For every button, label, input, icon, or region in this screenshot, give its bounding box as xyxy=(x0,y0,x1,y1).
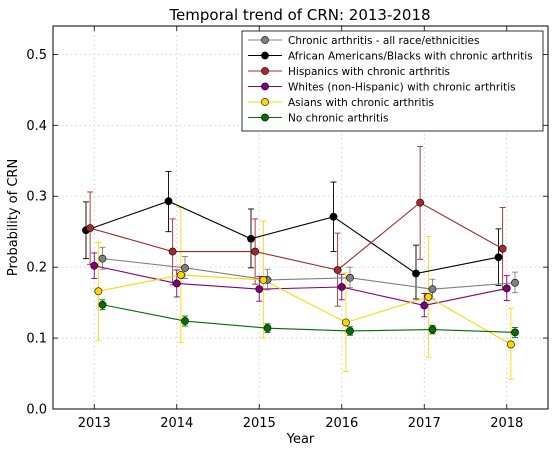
legend-entry: Hispanics with chronic arthritis xyxy=(288,66,450,78)
data-point xyxy=(247,234,255,243)
y-tick-label: 0.0 xyxy=(26,403,47,418)
legend-marker xyxy=(261,98,269,106)
data-point xyxy=(346,273,354,282)
legend-marker xyxy=(261,113,269,122)
data-point xyxy=(494,253,503,262)
data-point xyxy=(412,269,420,278)
chart-title: Temporal trend of CRN: 2013-2018 xyxy=(168,6,430,24)
data-point xyxy=(255,285,264,294)
x-tick-label: 2015 xyxy=(243,416,276,431)
data-point xyxy=(164,197,173,206)
data-point xyxy=(98,254,107,263)
series-line xyxy=(85,200,499,275)
legend-entry: Whites (non-Hispanic) with chronic arthr… xyxy=(288,82,516,94)
data-point xyxy=(98,300,107,309)
data-point xyxy=(341,318,350,327)
axis-ticks: 2013 2014 2015 2016 2017 2018 0.0 0.1 0.2 0.3 0.4 0… xyxy=(26,26,548,431)
data-point xyxy=(416,198,425,207)
data-point xyxy=(333,266,342,274)
legend-marker xyxy=(261,36,269,44)
data-point xyxy=(337,283,346,291)
legend-marker xyxy=(261,51,269,60)
legend-entry: African Americans/Blacks with chronic ar… xyxy=(288,51,533,63)
y-tick-label: 0.2 xyxy=(26,261,47,276)
data-point xyxy=(181,263,189,272)
legend-marker xyxy=(261,67,269,75)
y-tick-label: 0.4 xyxy=(26,119,47,134)
legend: Chronic arthritis - all race/ethnicities… xyxy=(241,30,544,132)
legend-entry: No chronic arthritis xyxy=(288,113,389,125)
data-point xyxy=(172,279,181,288)
series-line xyxy=(102,258,516,290)
data-point xyxy=(506,340,515,349)
data-point xyxy=(176,271,185,279)
x-tick-label: 2014 xyxy=(160,416,193,431)
data-point xyxy=(511,278,519,287)
x-tick-label: 2016 xyxy=(325,416,358,431)
x-tick-label: 2017 xyxy=(408,416,441,431)
plot-frame xyxy=(52,25,549,410)
data-points xyxy=(82,197,519,349)
x-tick-label: 2013 xyxy=(78,416,111,431)
data-point xyxy=(251,247,260,256)
series-line xyxy=(98,274,512,345)
data-point xyxy=(511,328,519,337)
series-line xyxy=(89,201,503,271)
legend-marker xyxy=(261,82,269,91)
series-lines xyxy=(85,200,516,345)
data-point xyxy=(86,224,95,233)
legend-entry: Chronic arthritis - all race/ethnicities xyxy=(288,35,480,47)
data-point xyxy=(498,244,507,253)
series-line xyxy=(102,304,516,333)
data-point xyxy=(502,284,511,293)
data-point xyxy=(90,261,99,270)
legend-box xyxy=(241,30,544,132)
data-point xyxy=(259,276,268,284)
y-axis-label: Probability of CRN xyxy=(6,159,21,276)
data-point xyxy=(428,285,437,294)
data-point xyxy=(181,317,189,325)
data-point xyxy=(420,301,429,310)
y-tick-label: 0.5 xyxy=(26,48,47,63)
data-point xyxy=(94,287,103,296)
data-point xyxy=(428,325,437,334)
y-tick-label: 0.1 xyxy=(26,332,47,347)
data-point xyxy=(168,247,177,256)
data-point xyxy=(424,293,433,301)
x-tick-label: 2018 xyxy=(490,416,523,431)
legend-entry: Asians with chronic arthritis xyxy=(288,97,434,109)
data-point xyxy=(346,327,354,335)
x-axis-label: Year xyxy=(286,432,315,447)
data-point xyxy=(329,212,338,221)
data-point xyxy=(263,324,272,333)
y-tick-label: 0.3 xyxy=(26,190,47,205)
